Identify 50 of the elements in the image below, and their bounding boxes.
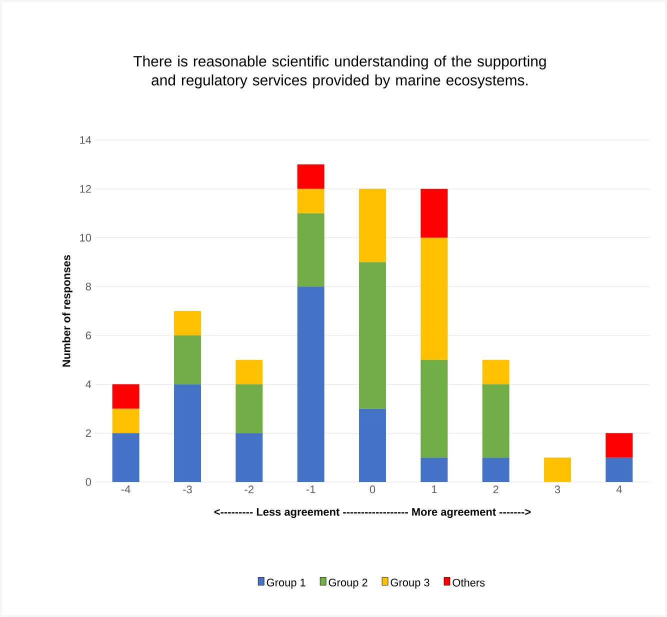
bar: [420, 458, 448, 482]
bar: [174, 311, 201, 336]
bar: [297, 286, 324, 482]
legend-label: Others: [452, 578, 485, 587]
x-tick-label: 4: [616, 486, 622, 494]
bar: [112, 408, 140, 434]
bar: [297, 164, 324, 189]
x-tick-label: 3: [554, 486, 560, 494]
bar: [606, 433, 633, 458]
legend-label: Group 1: [266, 578, 306, 589]
x-axis-title: <--------- Less agreement ------------------ More agreement ------->: [214, 508, 531, 518]
bar: [236, 360, 263, 384]
y-axis-title: Number of responses: [62, 255, 72, 367]
x-tick-label: 0: [370, 486, 376, 494]
y-tick-label: 10: [80, 234, 92, 242]
chart-title: There is reasonable scientific understanding of the supporting and regulatory services provided by marine ecosystems.: [133, 56, 546, 88]
x-tick-label: -4: [121, 486, 130, 494]
x-tick-label: 2: [493, 486, 498, 494]
legend-label: Group 2: [328, 578, 368, 589]
bar: [359, 408, 386, 482]
bar: [544, 458, 571, 482]
bar: [420, 238, 448, 360]
y-tick-label: 6: [86, 332, 91, 340]
x-tick-label: 1: [432, 486, 437, 494]
bar: [174, 335, 201, 384]
bar: [606, 458, 633, 482]
bar: [359, 262, 386, 409]
y-tick-label: 4: [86, 380, 92, 388]
bar: [359, 188, 386, 262]
bar: [420, 360, 448, 458]
y-tick-label: 12: [80, 185, 91, 193]
x-tick-label: -1: [306, 486, 316, 494]
y-tick-label: 2: [86, 429, 91, 437]
bar: [174, 384, 201, 482]
bar: [236, 433, 263, 482]
bar: [112, 384, 140, 409]
y-tick-label: 0: [86, 478, 92, 486]
x-tick-label: -3: [183, 486, 192, 494]
bar: [482, 458, 510, 482]
bar: [297, 188, 324, 214]
bar: [112, 433, 140, 482]
bar: [482, 384, 510, 458]
bar: [482, 360, 510, 384]
y-tick-label: 14: [80, 136, 92, 144]
bar: [236, 384, 263, 434]
x-tick-label: -2: [244, 486, 254, 494]
bar: [297, 213, 324, 287]
legend-label: Group 3: [390, 578, 430, 589]
bar: [420, 188, 448, 238]
y-tick-label: 8: [86, 282, 91, 290]
